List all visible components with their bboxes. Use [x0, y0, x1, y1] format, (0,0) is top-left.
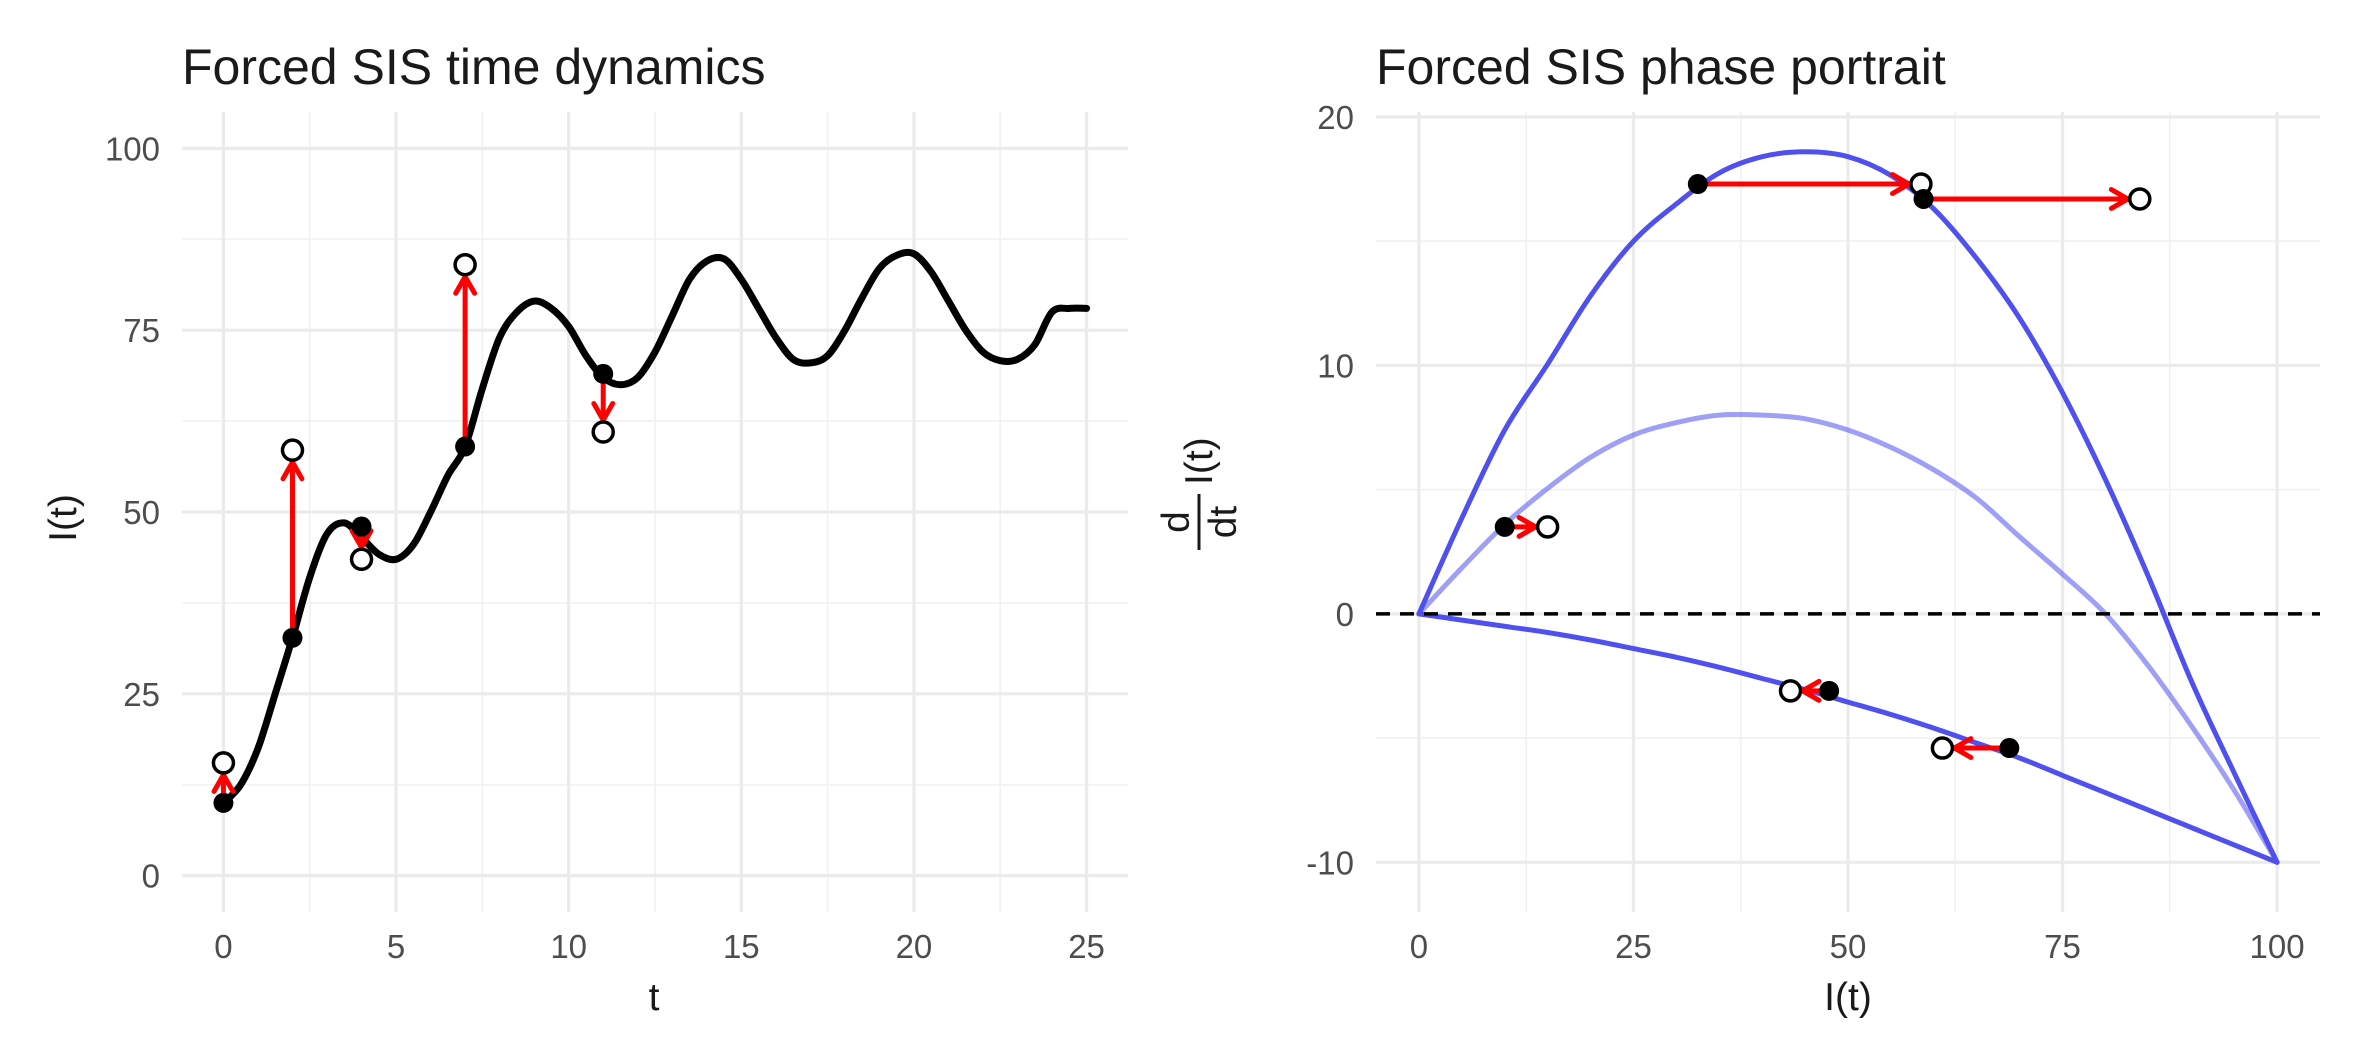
right-chart-title: Forced SIS phase portrait — [1376, 39, 1946, 95]
left-pulse-arrowhead-3 — [453, 271, 478, 296]
right-jump-end-point-2 — [2128, 187, 2152, 211]
left-y-axis-title: I(t) — [42, 494, 85, 542]
phase-portrait-panel: Forced SIS phase portrait 0 25 50 75 100-100… — [1155, 39, 2320, 1019]
left-y-tick-label: 100 — [105, 130, 160, 167]
right-jumps — [1494, 172, 2152, 760]
right-y-axis-title-var: I(t) — [1178, 437, 1221, 485]
left-pulse-start-point-4 — [593, 363, 614, 384]
left-pulse-start-point-0 — [213, 792, 234, 813]
right-y-tick-label: 20 — [1317, 99, 1354, 136]
left-pulse-end-point-0 — [211, 751, 236, 775]
right-x-tick-label: 50 — [1830, 928, 1867, 965]
right-jump-end-point-3 — [1778, 679, 1803, 703]
left-pulse-arrowhead-1 — [280, 457, 305, 482]
left-x-tick-label: 0 — [214, 928, 232, 965]
right-series-curve-2 — [1416, 611, 2280, 865]
right-series-curve-1 — [1416, 411, 2280, 865]
left-x-axis-title: t — [649, 976, 660, 1019]
right-tick-labels: 0 25 50 75 100 -10 0 10 20 — [1306, 99, 2304, 965]
left-pulse-arrowhead-4 — [591, 401, 616, 426]
left-y-tick-label: 75 — [123, 312, 160, 349]
right-y-tick-label: 10 — [1317, 347, 1354, 384]
right-y-tick-label: 0 — [1336, 596, 1354, 633]
left-pulse-end-point-3 — [453, 252, 477, 277]
left-x-tick-label: 10 — [550, 928, 587, 965]
left-y-tick-label: 50 — [123, 494, 160, 531]
right-jump-start-point-3 — [1819, 680, 1840, 701]
right-jump-arrowhead-1 — [1890, 172, 1914, 196]
right-jump-arrowhead-3 — [1797, 678, 1822, 703]
left-pulse-start-point-3 — [455, 436, 476, 457]
right-jump-end-point-4 — [1930, 736, 1955, 760]
right-x-tick-label: 25 — [1615, 928, 1652, 965]
time-dynamics-panel: Forced SIS time dynamics 0 5 10 15 20 25 0 25 50… — [42, 39, 1128, 1019]
right-y-axis-title-d: d — [1155, 511, 1198, 533]
left-x-tick-label: 15 — [723, 928, 760, 965]
right-jump-start-point-0 — [1494, 516, 1515, 537]
left-x-tick-label: 5 — [387, 928, 405, 965]
right-jump-arrowhead-2 — [2108, 187, 2133, 211]
left-pulse-start-point-1 — [282, 627, 303, 648]
right-jump-start-point-1 — [1687, 174, 1708, 195]
right-x-tick-label: 100 — [2250, 928, 2305, 965]
left-pulse-start-point-2 — [351, 516, 372, 537]
right-jump-arrowhead-4 — [1949, 736, 1974, 760]
left-pulses — [211, 252, 616, 813]
left-pulse-arrowhead-2 — [349, 528, 374, 553]
right-x-tick-label: 75 — [2044, 928, 2081, 965]
right-series-curve-0 — [1416, 149, 2280, 865]
right-jump-arrowhead-0 — [1516, 515, 1541, 539]
right-series — [1376, 149, 2320, 865]
left-grid — [182, 112, 1128, 912]
left-pulse-end-point-1 — [280, 438, 305, 462]
left-pulse-arrowhead-0 — [211, 769, 236, 794]
left-pulse-end-point-2 — [349, 547, 374, 572]
right-y-axis-title-dt: dt — [1202, 506, 1245, 539]
left-x-tick-label: 20 — [896, 928, 933, 965]
right-y-axis-title: d dt I(t) — [1155, 437, 1245, 550]
right-x-axis-title: I(t) — [1824, 976, 1872, 1019]
left-y-tick-label: 25 — [123, 676, 160, 713]
right-jump-end-point-0 — [1535, 515, 1560, 539]
left-chart-title: Forced SIS time dynamics — [182, 39, 766, 95]
right-x-tick-label: 0 — [1410, 928, 1428, 965]
right-jump-start-point-2 — [1913, 188, 1934, 209]
left-y-tick-label: 0 — [142, 858, 160, 895]
right-jump-start-point-4 — [1999, 738, 2020, 759]
right-y-tick-label: -10 — [1306, 844, 1354, 881]
left-pulse-end-point-4 — [591, 420, 615, 444]
left-tick-labels: 0 5 10 15 20 25 0 25 50 75 100 — [105, 130, 1105, 965]
left-x-tick-label: 25 — [1068, 928, 1105, 965]
